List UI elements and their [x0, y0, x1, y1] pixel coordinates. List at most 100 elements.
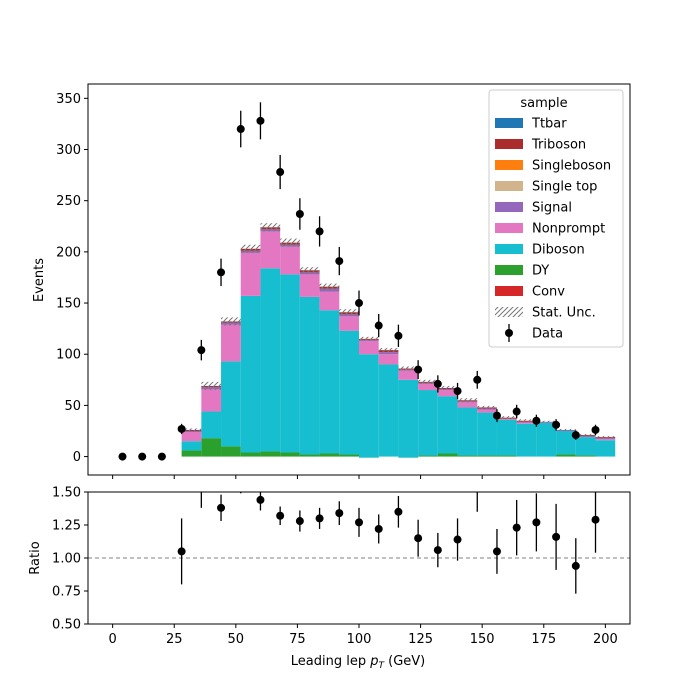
- hist-bar: [359, 354, 379, 458]
- legend-label: Single top: [532, 180, 597, 195]
- hist-bar: [516, 422, 537, 424]
- hist-bar: [319, 310, 340, 454]
- data-point: [591, 425, 600, 434]
- hist-bar: [477, 409, 497, 413]
- x-tick-label: 25: [166, 632, 183, 647]
- data-point: [177, 424, 186, 433]
- stat-unc-band: [299, 267, 320, 274]
- hist-bar: [221, 324, 241, 362]
- hist-bar: [457, 407, 478, 456]
- ratio-y-tick-label: 0.50: [52, 618, 81, 633]
- legend-entry: Ttbar: [495, 117, 567, 132]
- data-point: [217, 268, 226, 277]
- hist-bar: [457, 402, 478, 408]
- hist-bar: [240, 252, 261, 296]
- hist-bar: [280, 452, 300, 457]
- stat-unc-band: [201, 381, 222, 391]
- hist-bar: [339, 316, 359, 331]
- main-x-axis-ticks: [112, 475, 606, 479]
- stat-unc-band: [556, 428, 576, 431]
- ratio-point: [217, 503, 226, 512]
- data-point: [492, 411, 501, 420]
- stat-unc-band: [398, 366, 419, 371]
- hist-bar: [181, 450, 202, 457]
- hist-bar: [181, 432, 202, 442]
- ratio-point: [433, 546, 442, 555]
- legend-swatch: [495, 202, 523, 212]
- ratio-point: [512, 523, 521, 532]
- hist-bar: [477, 455, 497, 457]
- legend-label: Signal: [532, 201, 572, 216]
- legend-label: Triboson: [531, 138, 586, 153]
- hist-bar: [201, 389, 222, 412]
- legend-swatch: [495, 118, 523, 128]
- hist-bar: [299, 274, 320, 297]
- hist-bar: [181, 441, 202, 451]
- stat-unc-band: [595, 436, 616, 439]
- stack-nonprompt: [181, 231, 616, 442]
- ratio-point: [355, 518, 363, 527]
- hist-bar: [339, 330, 359, 455]
- x-tick-label: 100: [347, 632, 372, 647]
- stat-unc-band: [280, 238, 300, 247]
- hist-bar: [418, 455, 438, 457]
- hist-bar: [240, 452, 261, 457]
- ratio-y-tick-label: 1.50: [52, 486, 81, 501]
- legend-swatch: [495, 286, 523, 296]
- data-point: [532, 416, 541, 425]
- ratio-point: [394, 507, 403, 516]
- ratio-y-axis-ticks: 0.50 0.75 1.00 1.25 1.50: [52, 486, 88, 633]
- stack-dy: [181, 438, 596, 458]
- legend-entry: Stat. Unc.: [495, 306, 596, 321]
- stat-unc-band: [319, 283, 340, 290]
- legend: sample Ttbar Triboson Singleboson Single top…: [488, 89, 624, 348]
- legend-label: Data: [532, 327, 563, 342]
- hist-bar: [556, 430, 576, 455]
- stat-unc-band: [240, 244, 261, 253]
- hist-bar: [378, 352, 399, 355]
- data-point: [295, 209, 304, 218]
- data-point: [414, 365, 423, 374]
- legend-entry: Data: [505, 324, 563, 342]
- main-y-axis-label: Events: [32, 258, 47, 302]
- ratio-y-tick-label: 1.25: [52, 519, 81, 534]
- legend-label: DY: [532, 264, 549, 279]
- ratio-point: [374, 524, 383, 533]
- legend-label: Stat. Unc.: [532, 306, 596, 321]
- stat-unc-band: [477, 405, 497, 409]
- ratio-axes-frame: [87, 491, 631, 625]
- hist-bar: [437, 390, 458, 397]
- main-axes-frame: [87, 83, 631, 476]
- hist-bar: [595, 440, 616, 457]
- legend-entry: Singleboson: [495, 159, 611, 174]
- data-point: [453, 387, 462, 396]
- hist-bar: [437, 453, 458, 457]
- legend-swatch: [495, 265, 523, 275]
- y-tick-label: 300: [56, 143, 81, 158]
- stat-unc-band: [496, 416, 517, 420]
- stat-unc-bands: [181, 223, 616, 439]
- hist-bar: [280, 274, 300, 453]
- data-point: [571, 431, 580, 440]
- y-tick-label: 150: [56, 297, 81, 312]
- y-tick-label: 50: [64, 399, 81, 414]
- data-point: [433, 379, 442, 388]
- ratio-point: [315, 514, 324, 523]
- ratio-point: [552, 532, 561, 541]
- hist-bar: [595, 438, 616, 440]
- hist-bar: [477, 412, 497, 456]
- legend-label: Ttbar: [531, 117, 567, 132]
- hist-bar: [260, 451, 281, 457]
- hist-bar: [201, 438, 222, 457]
- x-tick-label: 150: [470, 632, 495, 647]
- ratio-y-axis-label: Ratio: [28, 541, 43, 574]
- hist-bar: [516, 423, 537, 457]
- x-tick-label: 200: [593, 632, 618, 647]
- data-point: [552, 420, 561, 429]
- hist-bar: [536, 422, 557, 457]
- legend-entry: Diboson: [495, 243, 585, 258]
- hist-bar: [359, 340, 379, 355]
- hist-bar: [299, 296, 320, 455]
- hist-bar: [496, 419, 517, 456]
- x-tick-label: 175: [531, 632, 556, 647]
